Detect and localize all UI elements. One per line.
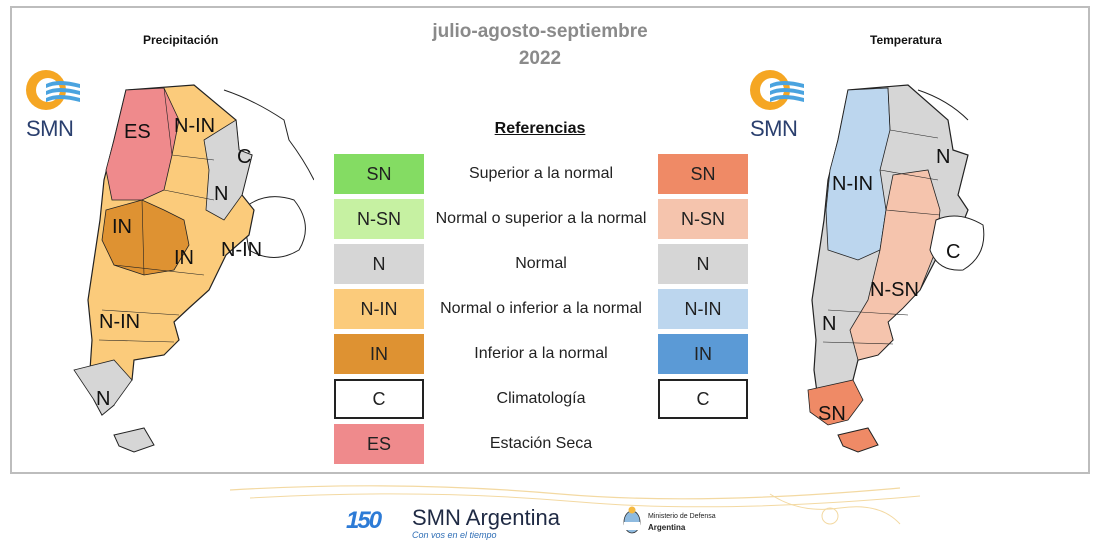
legend-precip-swatch-c: C <box>334 379 424 419</box>
temp-label-nsn: N-SN <box>870 279 919 301</box>
legend-temp-swatch-in: IN <box>658 334 748 374</box>
legend-temp-swatch-n: N <box>658 244 748 284</box>
period-title: julio-agosto-septiembre 2022 <box>390 18 690 72</box>
legend-desc-c: Climatología <box>496 390 586 407</box>
temp-label-n-ne: N <box>936 146 950 168</box>
legend-precip-swatch-in: IN <box>334 334 424 374</box>
precip-label-nin-north: N-IN <box>174 115 215 137</box>
legend-row-nsn: N-SN Normal o superior a la normal N-SN <box>334 199 752 239</box>
temp-map: N N-IN C N-SN N SN <box>807 84 985 453</box>
temp-label-n-w: N <box>822 313 836 335</box>
smn-logo-left: SMN <box>24 66 94 146</box>
legend-row-es: ES Estación Seca <box>334 424 752 464</box>
precip-label-n-east: N <box>214 183 228 205</box>
legend-row-sn: SN Superior a la normal SN <box>334 154 752 194</box>
legend-row-n: N Normal N <box>334 244 752 284</box>
precip-label-c: C <box>237 146 251 168</box>
anniversary-badge: 150 <box>346 507 382 534</box>
legend-temp-swatch-nin: N-IN <box>658 289 748 329</box>
temp-label-c: C <box>946 241 960 263</box>
period-text: julio-agosto-septiembre <box>432 21 648 42</box>
smn-logo-icon <box>750 70 804 110</box>
legend-precip-swatch-n: N <box>334 244 424 284</box>
legend-row-in: IN Inferior a la normal IN <box>334 334 752 374</box>
ministry-logo: Ministerio de Defensa Argentina <box>622 505 742 539</box>
temp-label-nin: N-IN <box>832 173 873 195</box>
legend-desc-es: Estación Seca <box>489 435 593 452</box>
legend-row-c: C Climatología C <box>334 379 752 419</box>
smn-logo-right: SMN <box>748 66 818 146</box>
precip-map-title: Precipitación <box>143 33 219 47</box>
legend-desc-nin: Normal o inferior a la normal <box>440 300 642 317</box>
smn-logo-text: SMN <box>26 116 74 141</box>
precip-label-n-south: N <box>96 388 110 410</box>
legend-temp-swatch-c: C <box>658 379 748 419</box>
year-text: 2022 <box>518 48 562 69</box>
ministry-line2: Argentina <box>648 523 686 532</box>
smn-logo-icon <box>26 70 80 110</box>
precip-map: ES N-IN C N IN IN N-IN N-IN N <box>73 84 314 453</box>
legend-desc-nsn: Normal o superior a la normal <box>435 210 647 227</box>
legend-temp-swatch-nsn: N-SN <box>658 199 748 239</box>
temp-map-title: Temperatura <box>870 33 942 47</box>
legend-row-nin: N-IN Normal o inferior a la normal N-IN <box>334 289 752 329</box>
precip-label-nin-east: N-IN <box>221 239 262 261</box>
legend-desc-sn: Superior a la normal <box>468 165 614 182</box>
legend-precip-swatch-nsn: N-SN <box>334 199 424 239</box>
legend-desc-in: Inferior a la normal <box>474 345 608 362</box>
references-title: Referencias <box>494 120 586 137</box>
legend-precip-swatch-sn: SN <box>334 154 424 194</box>
legend-desc-n: Normal <box>515 255 567 272</box>
precip-label-in-west: IN <box>112 216 132 238</box>
brand-name: SMN Argentina <box>412 505 560 530</box>
precip-label-in-center: IN <box>174 247 194 269</box>
legend-temp-swatch-sn: SN <box>658 154 748 194</box>
smn-logo-text: SMN <box>750 116 798 141</box>
brand-tagline: Con vos en el tiempo <box>412 530 497 540</box>
coat-of-arms-icon <box>623 506 641 534</box>
temp-label-sn: SN <box>818 403 846 425</box>
footer-decoration <box>229 485 921 525</box>
ministry-line1: Ministerio de Defensa <box>648 513 716 520</box>
legend-precip-swatch-es: ES <box>334 424 424 464</box>
precip-label-es: ES <box>124 121 151 143</box>
legend-precip-swatch-nin: N-IN <box>334 289 424 329</box>
precip-label-nin-south: N-IN <box>99 311 140 333</box>
